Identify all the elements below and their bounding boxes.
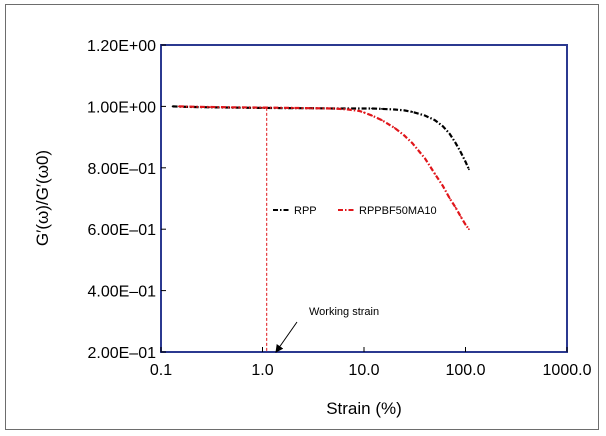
x-tick-label: 1.0 <box>251 362 273 379</box>
data-point-rppbf50ma10 <box>292 107 294 109</box>
y-tick-label: 1.00E+00 <box>87 99 156 116</box>
y-tick-label: 1.20E+00 <box>87 38 156 55</box>
data-point-rppbf50ma10 <box>358 110 361 112</box>
data-point-rppbf50ma10 <box>454 206 457 209</box>
legend-label-rpp: RPP <box>294 205 317 217</box>
data-point-rpp <box>171 105 174 108</box>
x-tick-label: 0.1 <box>150 362 172 379</box>
series-line-rppbf50ma10 <box>178 105 470 230</box>
data-point-rppbf50ma10 <box>371 114 373 117</box>
series-line-rpp <box>172 105 470 170</box>
x-axis-label: Strain (%) <box>326 399 402 418</box>
data-point-rppbf50ma10 <box>178 105 180 108</box>
data-point-rppbf50ma10 <box>190 105 193 108</box>
data-point-rppbf50ma10 <box>460 216 462 218</box>
data-point-rppbf50ma10 <box>347 108 350 111</box>
working-strain-arrow <box>275 321 298 353</box>
data-point-rpp <box>363 107 365 110</box>
data-point-rppbf50ma10 <box>231 106 233 109</box>
data-point-rpp <box>468 168 470 171</box>
y-tick-label: 2.00E–01 <box>87 345 156 362</box>
data-point-rpp <box>424 114 426 117</box>
data-point-rpp <box>403 109 406 112</box>
data-point-rppbf50ma10 <box>393 127 396 129</box>
data-point-rpp <box>448 133 451 135</box>
x-tick-label: 10.0 <box>348 362 379 379</box>
y-tick-label: 4.00E–01 <box>87 284 156 301</box>
working-strain-annotation: Working strain <box>309 306 379 318</box>
data-point-rpp <box>434 119 436 122</box>
data-point-rpp <box>460 151 462 154</box>
data-point-rppbf50ma10 <box>424 157 426 160</box>
data-point-rpp <box>371 107 373 110</box>
data-point-rppbf50ma10 <box>310 107 312 110</box>
data-point-rpp <box>393 108 396 111</box>
y-tick-label: 8.00E–01 <box>87 161 156 178</box>
y-tick-label: 6.00E–01 <box>87 222 156 239</box>
y-axis-ticks: 2.00E–01 4.00E–01 6.00E–01 8.00E–01 1.00E+00… <box>87 38 166 362</box>
data-point-rppbf50ma10 <box>403 134 406 137</box>
legend: RPP RPPBF50MA10 <box>273 205 437 217</box>
data-point-rpp <box>464 160 467 163</box>
data-point-rppbf50ma10 <box>381 119 383 122</box>
data-point-rppbf50ma10 <box>448 197 451 200</box>
legend-label-rppbf50ma10: RPPBF50MA10 <box>359 205 437 217</box>
data-point-rpp <box>411 111 414 113</box>
data-point-rppbf50ma10 <box>411 142 414 145</box>
data-point-rppbf50ma10 <box>332 107 335 110</box>
data-point-rpp <box>454 142 457 145</box>
x-tick-label: 100.0 <box>445 362 485 379</box>
data-point-rppbf50ma10 <box>468 228 470 231</box>
x-tick-label: 1000.0 <box>543 362 592 379</box>
y-axis-label: G′(ω)/G′(ω0) <box>33 150 52 246</box>
data-point-rppbf50ma10 <box>363 111 365 114</box>
series-layer <box>171 105 470 231</box>
data-point-rppbf50ma10 <box>464 223 467 226</box>
x-axis-ticks: 0.1 1.0 10.0 100.0 1000.0 <box>150 347 592 379</box>
data-point-rpp <box>381 108 383 110</box>
data-point-rppbf50ma10 <box>434 173 436 175</box>
data-point-rppbf50ma10 <box>442 185 444 188</box>
data-point-rppbf50ma10 <box>208 106 211 108</box>
figure-frame <box>5 4 599 430</box>
data-point-rpp <box>442 125 444 128</box>
data-point-rppbf50ma10 <box>261 106 264 109</box>
